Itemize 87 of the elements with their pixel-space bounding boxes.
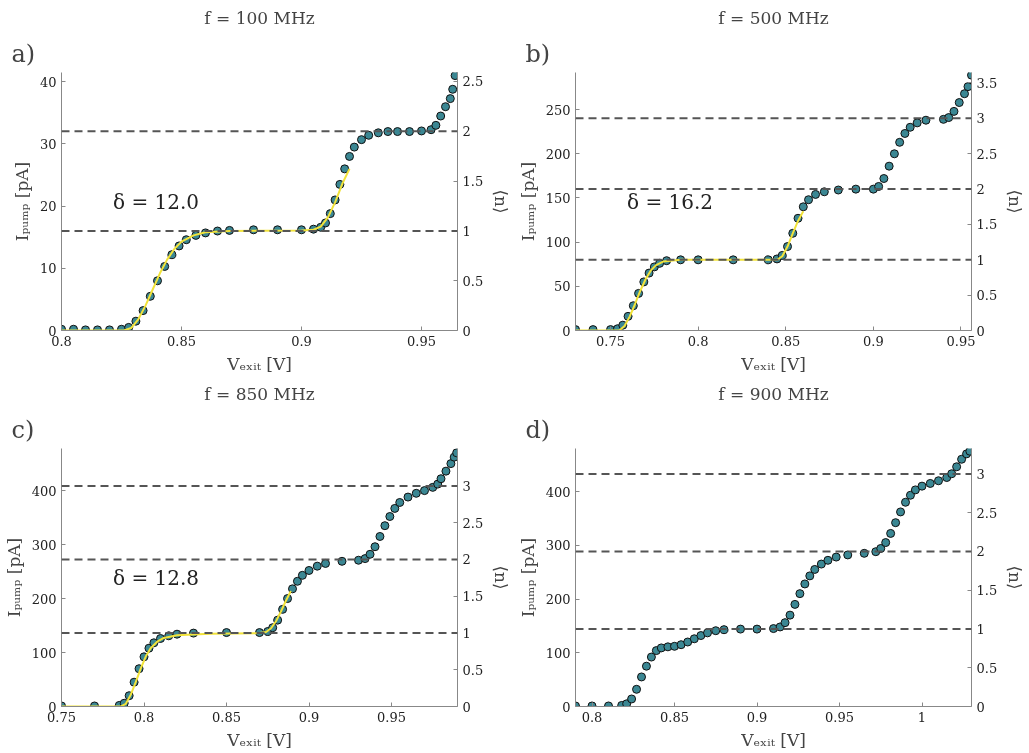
y-tick-label: 400: [545, 484, 571, 500]
y2-tick-label: 3.5: [976, 75, 998, 91]
x-tick-label: 0.95: [825, 709, 854, 725]
annotation: δ = 16.2: [626, 190, 714, 215]
chart-title: f = 500 MHz: [718, 7, 829, 28]
y-tick-label: 100: [545, 645, 571, 661]
y-tick-label: 400: [31, 483, 57, 499]
y-axis-title: Iₚᵤₘₚ [pA]: [3, 537, 24, 618]
y2-tick-label: 3: [976, 111, 985, 127]
chart-title: f = 850 MHz: [204, 383, 315, 404]
y-tick-label: 150: [545, 190, 571, 206]
text: d): [525, 415, 551, 444]
x-tick-label: 0.9: [746, 709, 768, 725]
y2-tick-label: 2.5: [976, 505, 998, 521]
y2-tick-label: 1: [976, 252, 985, 268]
text: b): [525, 39, 551, 68]
chart-title: f = 900 MHz: [718, 383, 829, 404]
y2-tick-label: 2: [462, 124, 471, 140]
x-tick-label: 0.8: [687, 333, 709, 349]
y-tick-label: 20: [39, 199, 57, 215]
y2-tick-label: 1.5: [462, 589, 484, 605]
x-tick-label: 1: [917, 709, 927, 725]
x-tick-label: 0.95: [377, 709, 406, 725]
y-axis-title: Iₚᵤₘₚ [pA]: [517, 161, 538, 242]
y2-tick-label: 2.5: [976, 146, 998, 162]
y-tick-label: 200: [545, 592, 571, 607]
y-tick-label: 10: [39, 261, 57, 277]
y2-axis-title: ⟨n⟩: [1005, 189, 1026, 214]
x-tick-label: 0.9: [291, 333, 312, 349]
x-tick-label: 0.85: [771, 333, 801, 349]
y2-tick-label: 2.5: [462, 74, 484, 90]
y2-tick-label: 0: [462, 699, 471, 715]
x-tick-label: 0.8: [581, 709, 603, 725]
y2-tick-label: 1.5: [976, 583, 998, 599]
y2-axis-title: ⟨n⟩: [491, 565, 512, 590]
chart-title: f = 100 MHz: [204, 7, 315, 28]
y2-tick-label: 0.5: [976, 288, 998, 304]
y2-axis-title: ⟨n⟩: [1005, 565, 1026, 590]
x-tick-label: 0.9: [298, 709, 320, 725]
x-tick-label: 0.75: [596, 333, 626, 349]
y2-tick-label: 1: [462, 223, 471, 239]
y-axis-title: Iₚᵤₘₚ [pA]: [517, 537, 538, 618]
y2-tick-label: 0: [462, 323, 471, 339]
y-tick-label: 300: [31, 537, 57, 553]
y2-tick-label: 2: [976, 544, 985, 560]
y-tick-label: 250: [545, 102, 571, 118]
y2-tick-label: 2: [462, 552, 471, 568]
x-axis-title: Vₑₓᵢₜ [V]: [740, 729, 806, 750]
y2-tick-label: 0: [976, 699, 985, 715]
x-axis-title: Vₑₓᵢₜ [V]: [740, 353, 806, 374]
x-tick-label: 0.85: [212, 709, 241, 725]
x-tick-label: 0.95: [407, 333, 436, 349]
y2-tick-label: 2: [976, 181, 985, 197]
y-axis-title: Iₚᵤₘₚ [pA]: [11, 161, 32, 242]
y2-tick-label: 1: [462, 626, 471, 641]
x-tick-label: 0.85: [660, 709, 689, 725]
x-tick-label: 0.9: [863, 333, 884, 349]
annotation: δ = 12.8: [112, 566, 200, 591]
x-axis-title: Vₑₓᵢₜ [V]: [226, 729, 292, 750]
y2-tick-label: 3: [462, 478, 471, 494]
y-tick-label: 40: [39, 74, 57, 90]
x-axis-title: Vₑₓᵢₜ [V]: [226, 353, 292, 374]
y2-tick-label: 1.5: [976, 217, 998, 233]
y-tick-label: 100: [545, 235, 571, 251]
x-tick-label: 0.8: [133, 709, 155, 725]
y2-tick-label: 0.5: [462, 662, 484, 678]
text: c): [11, 415, 35, 444]
y2-tick-label: 0.5: [976, 660, 998, 676]
y2-axis-title: ⟨n⟩: [491, 189, 512, 214]
y-tick-label: 100: [31, 645, 57, 661]
y2-tick-label: 3: [976, 467, 985, 482]
y2-tick-label: 2.5: [462, 515, 484, 531]
y-tick-label: 50: [553, 279, 571, 295]
annotation: δ = 12.0: [112, 190, 200, 215]
y-tick-label: 30: [39, 136, 57, 152]
x-tick-label: 0.85: [167, 333, 196, 349]
y-tick-label: 200: [31, 591, 57, 607]
y2-tick-label: 1.5: [462, 174, 484, 190]
y2-tick-label: 0.5: [462, 273, 484, 289]
y2-tick-label: 1: [976, 622, 985, 637]
y-tick-label: 0: [562, 699, 571, 715]
y-tick-label: 200: [545, 146, 571, 162]
text: a): [11, 39, 36, 68]
y-tick-label: 300: [545, 538, 571, 554]
x-tick-label: 0.95: [946, 333, 976, 349]
y-tick-label: 0: [562, 323, 571, 339]
y2-tick-label: 0: [976, 323, 985, 339]
